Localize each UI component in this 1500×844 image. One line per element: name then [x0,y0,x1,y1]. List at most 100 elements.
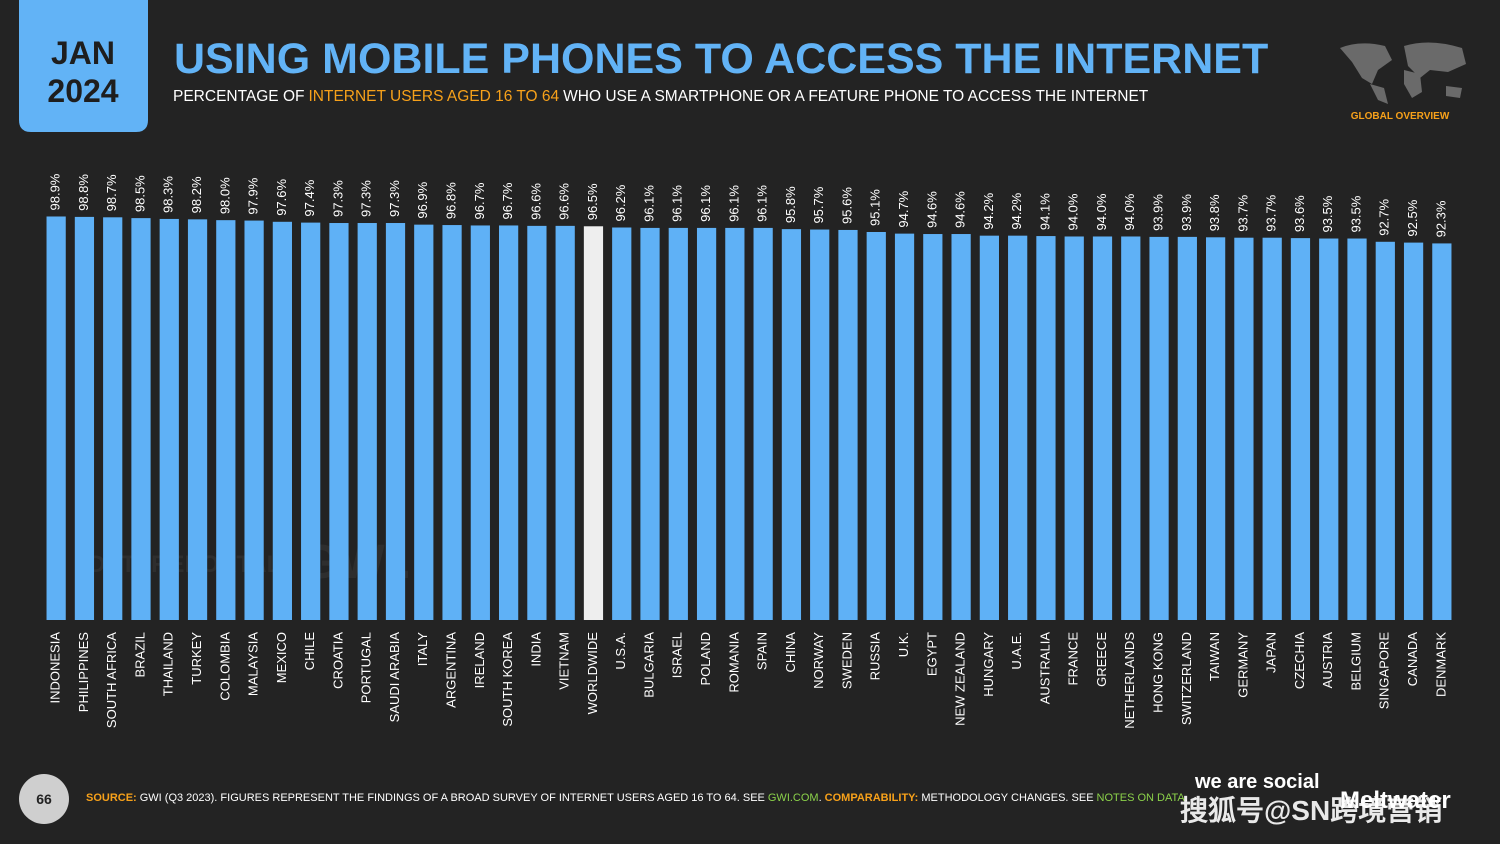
category-label: TURKEY [189,632,204,685]
category-label: BULGARIA [641,632,656,698]
category-label: U.S.A. [613,632,628,670]
bar [1121,236,1141,621]
value-label: 93.5% [1348,195,1363,232]
category-label: GERMANY [1235,632,1250,698]
bar [442,225,462,620]
bar [385,223,406,621]
category-label: ITALY [415,632,430,667]
value-label: 93.8% [1207,194,1222,231]
bar [979,235,999,620]
category-label: POLAND [698,632,713,685]
bar [1036,236,1056,620]
category-label: INDONESIA [48,632,63,704]
bar [46,216,66,620]
source-text: . [1185,792,1188,804]
bar [216,220,236,620]
subtitle-part: WHO USE A SMARTPHONE OR A FEATURE PHONE … [563,88,1149,105]
category-label: NETHERLANDS [1122,632,1137,729]
bar [357,223,377,621]
value-label: 94.0% [1094,193,1109,230]
value-label: 98.3% [161,176,176,213]
category-label: NORWAY [811,632,826,689]
bar [555,225,575,620]
value-label: 95.7% [811,186,826,223]
bar [838,229,858,620]
bar [1290,238,1311,620]
value-label: 96.2% [613,184,628,221]
category-label: JAPAN [1264,632,1279,673]
value-label: 94.6% [924,191,939,228]
category-label: CHINA [783,632,798,673]
value-label: 96.1% [698,185,713,222]
value-label: 97.9% [246,177,261,214]
value-label: 96.1% [726,185,741,222]
source-label: COMPARABILITY: [825,792,919,804]
value-label: 95.1% [868,189,883,226]
bar [103,217,123,620]
value-label: 96.1% [755,185,770,222]
value-label: 92.7% [1377,198,1392,235]
category-label: CHILE [302,632,317,671]
bar [923,234,943,621]
bar [781,229,802,621]
category-label: COLOMBIA [217,632,232,701]
category-label: VIETNAM [557,632,572,690]
category-label: INDIA [528,632,543,667]
category-label: RUSSIA [868,632,883,681]
category-label: THAILAND [161,632,176,696]
bar [725,227,745,621]
subtitle: PERCENTAGE OF INTERNET USERS AGED 16 TO 6… [173,88,1149,105]
value-label: 98.7% [104,174,119,211]
category-label: SOUTH AFRICA [104,632,119,728]
category-label: SINGAPORE [1377,632,1392,710]
bar [1403,242,1424,620]
bar [583,226,604,620]
bar [470,225,490,621]
bar [1375,241,1395,620]
category-label: SPAIN [755,632,770,670]
page-number-circle [19,774,69,824]
value-label: 96.7% [472,182,487,219]
bar [640,227,660,621]
logo: we are social [1194,771,1320,793]
bar [1432,243,1452,620]
bar [159,218,179,620]
value-label: 94.2% [981,192,996,229]
category-label: SOUTH KOREA [500,632,515,727]
value-label: 94.0% [1066,193,1081,230]
value-label: 95.8% [783,186,798,223]
bar [894,233,915,620]
value-label: 93.9% [1150,194,1165,231]
date-month: JAN [51,35,115,71]
category-label: TAIWAN [1207,632,1222,681]
bar [527,225,547,620]
bar [1177,236,1197,620]
source-link: NOTES ON DATA [1097,792,1186,804]
value-label: 93.9% [1179,194,1194,231]
category-label: U.K. [896,632,911,657]
category-label: ISRAEL [670,632,685,678]
source-text: . [819,792,822,804]
value-label: 94.0% [1122,193,1137,230]
chart-title: USING MOBILE PHONES TO ACCESS THE INTERN… [174,35,1268,83]
value-label: 98.9% [48,173,63,210]
watermark: 搜狐号@SN跨境营销 [1180,795,1442,826]
category-label: HONG KONG [1150,632,1165,713]
value-label: 93.6% [1292,195,1307,232]
bar [499,225,519,621]
badge: GLOBAL OVERVIEW [1351,111,1450,122]
category-label: IRELAND [472,632,487,688]
category-label: EGYPT [924,632,939,676]
value-label: 96.6% [528,183,543,220]
value-label: 98.0% [217,177,232,214]
category-label: CZECHIA [1292,632,1307,689]
value-label: 98.8% [76,174,91,211]
category-label: NEW ZEALAND [953,632,968,726]
bar [1347,238,1367,620]
value-label: 96.1% [641,185,656,222]
page-number: 66 [36,791,52,807]
bar [1008,235,1028,620]
category-label: CROATIA [330,632,345,689]
value-label: 95.6% [839,187,854,224]
